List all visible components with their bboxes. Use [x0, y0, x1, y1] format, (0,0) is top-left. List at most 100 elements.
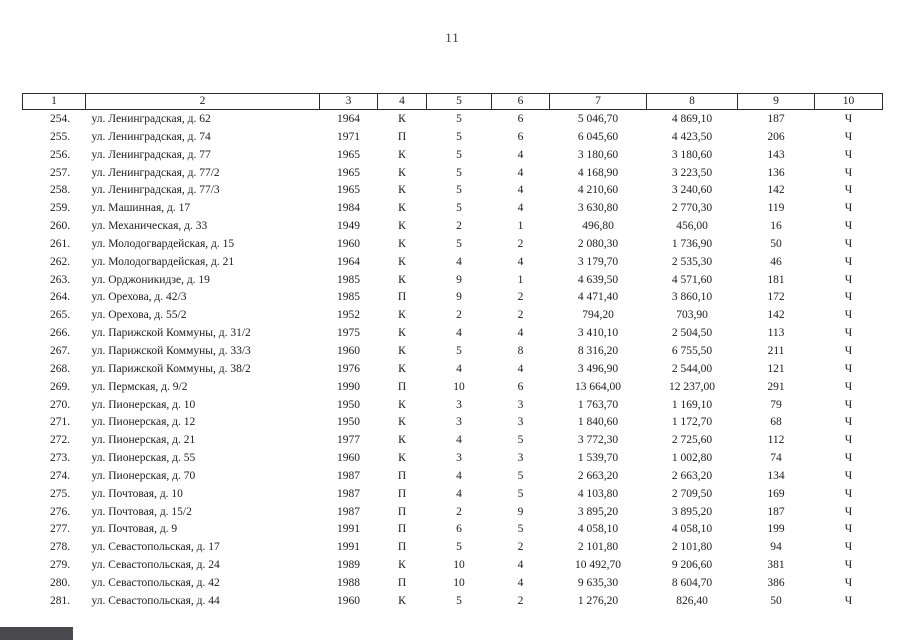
cell-address: ул. Парижской Коммуны, д. 33/3 [91, 344, 251, 357]
cell-living-area: 2 544,00 [671, 362, 713, 375]
cell-residents: 94 [770, 541, 782, 554]
cell-floors: 5 [456, 202, 462, 215]
cell-row-number: 279. [49, 559, 71, 572]
cell-ownership: Ч [844, 469, 853, 482]
cell-floors: 5 [456, 148, 462, 161]
cell-year: 1964 [337, 255, 360, 268]
cell-year: 1965 [337, 184, 360, 197]
cell-floors: 5 [456, 594, 462, 607]
cell-total-area: 3 772,30 [577, 434, 619, 447]
cell-floors: 5 [456, 166, 462, 179]
cell-residents: 169 [767, 487, 785, 500]
cell-total-area: 1 276,20 [577, 594, 619, 607]
cell-row-number: 269. [49, 380, 71, 393]
cell-ownership: Ч [844, 434, 853, 447]
cell-floors: 4 [456, 434, 462, 447]
cell-residents: 386 [767, 576, 785, 589]
cell-year: 1971 [337, 130, 360, 143]
cell-year: 1989 [337, 559, 360, 572]
table-row: 273. ул. Пионерская, д. 55 1960 К 3 3 1 … [23, 450, 883, 468]
cell-entrances: 5 [517, 487, 524, 500]
column-header: 3 [319, 93, 378, 110]
cell-floors: 10 [453, 576, 465, 589]
cell-ownership: Ч [844, 148, 853, 161]
cell-row-number: 273. [49, 452, 71, 465]
cell-residents: 16 [770, 220, 782, 233]
cell-ownership: Ч [844, 344, 853, 357]
cell-residents: 206 [767, 130, 785, 143]
table-row: 264. ул. Орехова, д. 42/3 1985 П 9 2 4 4… [23, 289, 883, 307]
cell-material: К [398, 220, 406, 233]
cell-living-area: 12 237,00 [669, 380, 715, 393]
cell-row-number: 277. [49, 523, 71, 536]
cell-year: 1977 [337, 434, 360, 447]
cell-living-area: 2 535,30 [671, 255, 713, 268]
cell-residents: 74 [770, 452, 782, 465]
table-row: 272. ул. Пионерская, д. 21 1977 К 4 5 3 … [23, 432, 883, 450]
cell-ownership: Ч [844, 184, 853, 197]
cell-residents: 112 [767, 434, 785, 447]
table-row: 268. ул. Парижской Коммуны, д. 38/2 1976… [23, 361, 883, 379]
cell-row-number: 260. [49, 220, 71, 233]
cell-material: К [398, 166, 406, 179]
cell-material: К [398, 113, 406, 125]
cell-material: К [398, 434, 406, 447]
cell-residents: 143 [767, 148, 785, 161]
table-row: 278. ул. Севастопольская, д. 17 1991 П 5… [23, 539, 883, 557]
cell-total-area: 1 539,70 [577, 452, 619, 465]
cell-year: 1964 [337, 113, 360, 125]
cell-residents: 291 [767, 380, 785, 393]
cell-year: 1960 [337, 594, 360, 607]
cell-total-area: 13 664,00 [575, 380, 621, 393]
table-row: 279. ул. Севастопольская, д. 24 1989 К 1… [23, 557, 883, 575]
cell-material: К [398, 594, 406, 607]
cell-total-area: 3 630,80 [577, 202, 619, 215]
page-number: 11 [445, 30, 460, 45]
cell-entrances: 4 [517, 576, 524, 589]
cell-entrances: 4 [517, 362, 524, 375]
cell-year: 1991 [337, 541, 360, 554]
cell-row-number: 267. [49, 344, 71, 357]
cell-entrances: 2 [517, 594, 524, 607]
cell-entrances: 2 [517, 291, 524, 304]
cell-material: К [398, 452, 406, 465]
cell-floors: 5 [456, 184, 462, 197]
cell-total-area: 8 316,20 [577, 344, 619, 357]
cell-living-area: 3 223,50 [671, 166, 713, 179]
cell-material: К [398, 202, 406, 215]
cell-year: 1985 [337, 291, 360, 304]
cell-living-area: 1 172,70 [671, 416, 713, 429]
cell-address: ул. Севастопольская, д. 24 [91, 559, 220, 572]
cell-ownership: Ч [844, 416, 853, 429]
cell-row-number: 278. [49, 541, 71, 554]
cell-floors: 4 [456, 487, 462, 500]
cell-material: П [397, 130, 407, 143]
table-row: 281. ул. Севастопольская, д. 44 1960 К 5… [23, 593, 883, 611]
cell-year: 1987 [337, 469, 360, 482]
cell-row-number: 258. [49, 184, 71, 197]
cell-entrances: 1 [517, 273, 524, 286]
cell-address: ул. Севастопольская, д. 17 [91, 541, 220, 554]
cell-residents: 187 [767, 113, 785, 125]
cell-material: К [398, 237, 406, 250]
table-row: 267. ул. Парижской Коммуны, д. 33/3 1960… [23, 343, 883, 361]
cell-residents: 172 [767, 291, 785, 304]
cell-address: ул. Молодогвардейская, д. 15 [91, 237, 235, 250]
cell-residents: 46 [770, 255, 782, 268]
table-row: 258. ул. Ленинградская, д. 77/3 1965 К 5… [23, 182, 883, 200]
scan-artifact [0, 627, 73, 640]
column-header: 8 [646, 93, 738, 110]
cell-row-number: 270. [49, 398, 71, 411]
cell-living-area: 703,90 [676, 309, 708, 322]
cell-address: ул. Почтовая, д. 9 [91, 523, 178, 536]
cell-living-area: 4 423,50 [671, 130, 713, 143]
cell-ownership: Ч [844, 523, 853, 536]
cell-living-area: 4 058,10 [671, 523, 713, 536]
cell-entrances: 6 [517, 113, 524, 125]
cell-year: 1985 [337, 273, 360, 286]
cell-ownership: Ч [844, 309, 853, 322]
column-header: 5 [426, 93, 492, 110]
cell-row-number: 254. [49, 113, 71, 125]
cell-ownership: Ч [844, 362, 853, 375]
cell-ownership: Ч [844, 576, 853, 589]
